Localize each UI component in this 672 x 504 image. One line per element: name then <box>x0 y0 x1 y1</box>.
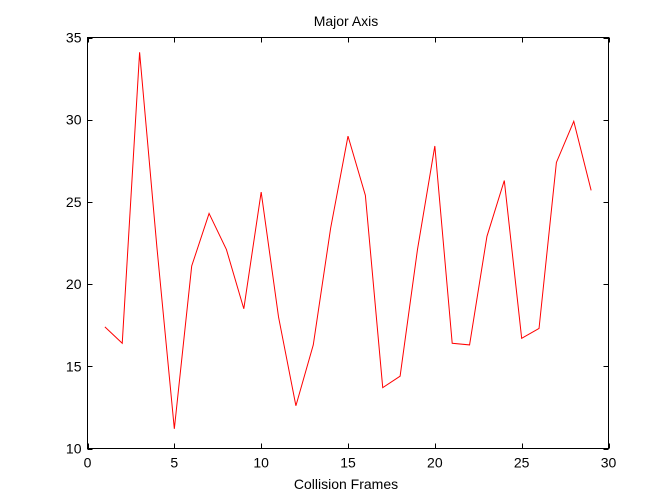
x-tick-label: 5 <box>170 455 178 471</box>
series-line <box>104 52 592 429</box>
series-lines <box>104 52 592 429</box>
x-axis-label: Collision Frames <box>294 476 398 492</box>
tick-marks <box>87 37 610 450</box>
x-tick-label: 25 <box>514 455 530 471</box>
y-tick-label: 15 <box>66 358 82 374</box>
x-tick-label: 10 <box>253 455 269 471</box>
y-tick-label: 10 <box>66 441 82 457</box>
x-tick-label: 30 <box>601 455 617 471</box>
y-tick-label: 25 <box>66 194 82 210</box>
y-tick-label: 20 <box>66 276 82 292</box>
x-tick-label: 0 <box>84 455 92 471</box>
plot-area <box>87 37 609 449</box>
y-tick-labels: 10 15 20 25 30 35 <box>66 30 82 457</box>
x-tick-label: 20 <box>427 455 443 471</box>
x-tick-labels: 0 5 10 15 20 25 30 <box>84 455 617 471</box>
y-tick-label: 30 <box>66 112 82 128</box>
y-tick-label: 35 <box>66 30 82 46</box>
chart-title: Major Axis <box>314 13 379 29</box>
x-tick-label: 15 <box>340 455 356 471</box>
